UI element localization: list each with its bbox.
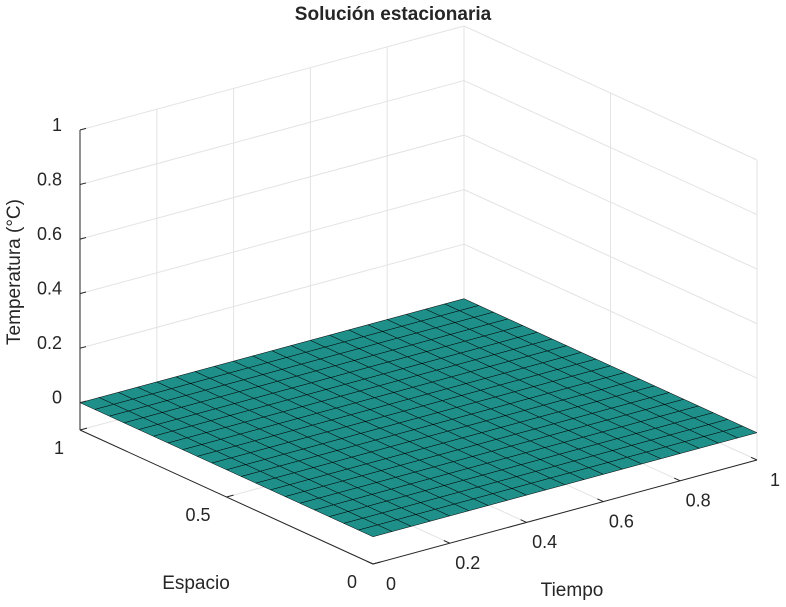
x-tick: [597, 498, 604, 503]
x-tick-label: 0.4: [532, 532, 557, 552]
z-tick: [79, 182, 87, 186]
z-tick-label: 0: [52, 387, 62, 407]
y-tick: [226, 494, 234, 498]
grid-line: [79, 80, 465, 186]
x-tick: [366, 560, 374, 565]
y-tick-label: 0.5: [185, 505, 210, 525]
z-tick-label: 0.8: [37, 169, 62, 189]
z-tick: [79, 400, 87, 404]
x-axis-line: [372, 459, 758, 565]
y-tick: [79, 427, 88, 431]
y-tick-label: 0: [347, 572, 357, 592]
z-tick-label: 0.2: [37, 333, 62, 353]
y-tick: [372, 561, 381, 565]
x-axis-label: Tiempo: [541, 580, 604, 601]
z-tick: [79, 346, 87, 349]
surface-patch: [444, 298, 480, 311]
grid-line: [79, 25, 465, 131]
x-tick-label: 0.2: [455, 553, 480, 573]
x-tick: [443, 540, 451, 544]
grid-line: [79, 189, 465, 295]
z-tick-label: 1: [52, 115, 62, 135]
x-tick-label: 0.6: [609, 511, 634, 531]
x-tick-label: 0.8: [686, 491, 711, 511]
z-tick: [79, 127, 87, 131]
x-tick: [520, 519, 527, 523]
chart-title: Solución estacionaria: [295, 4, 492, 25]
z-tick: [79, 291, 87, 295]
x-tick: [673, 477, 681, 482]
x-tick-label: 0: [386, 574, 396, 594]
grid-line: [79, 134, 465, 240]
z-tick-label: 0.4: [37, 278, 62, 298]
z-tick: [79, 237, 87, 240]
y-tick-label: 1: [54, 438, 64, 458]
x-tick: [750, 456, 758, 461]
z-tick-label: 0.6: [37, 224, 62, 244]
x-tick-label: 1: [770, 470, 780, 490]
y-axis-label: Espacio: [162, 573, 230, 594]
z-axis-label: Temperatura (°C): [4, 199, 25, 345]
grid-line: [79, 243, 465, 349]
